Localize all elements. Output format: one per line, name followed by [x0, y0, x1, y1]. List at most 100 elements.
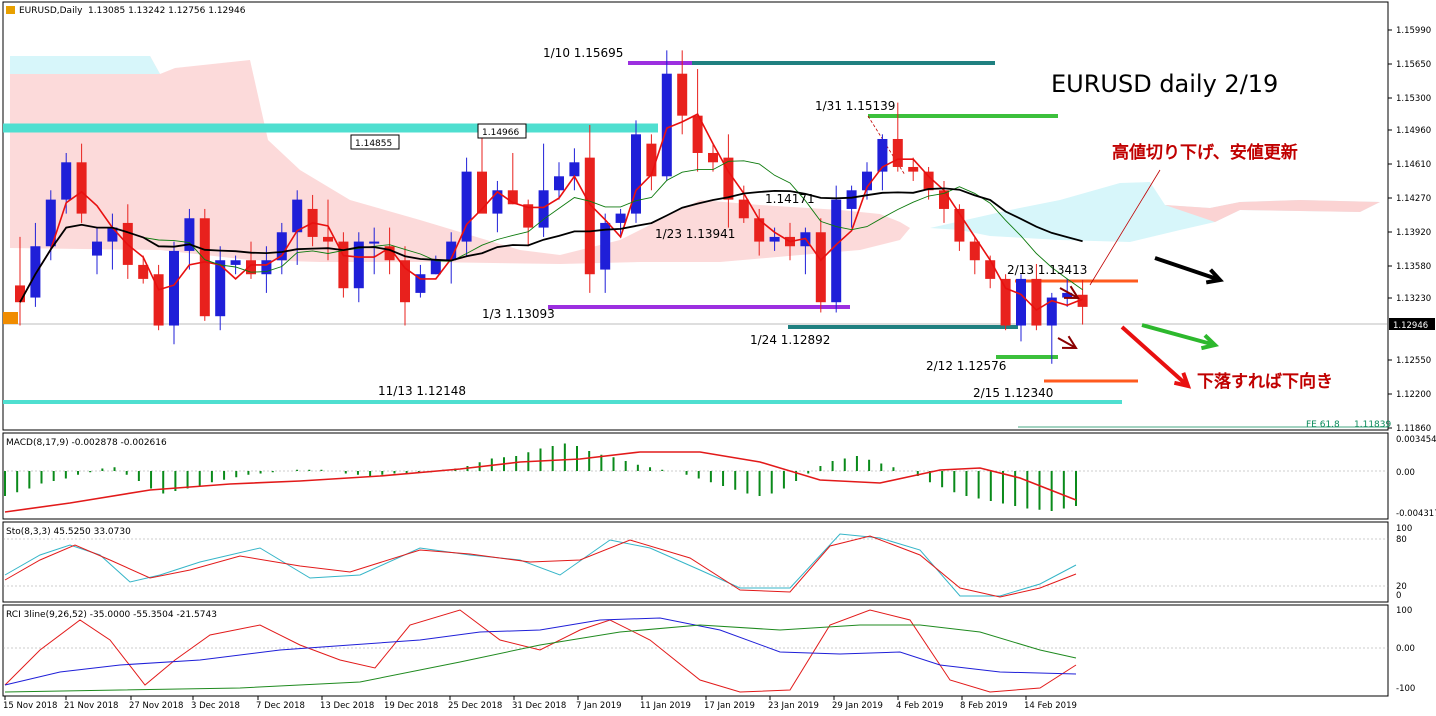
price-tick-label: 1.13920 — [1396, 228, 1431, 238]
date-label: 4 Feb 2019 — [896, 701, 944, 711]
candle-body — [461, 171, 472, 242]
candle-body — [169, 250, 179, 326]
candle-body — [631, 134, 641, 214]
candle-body — [507, 190, 518, 205]
svg-text:1.14855: 1.14855 — [355, 139, 392, 149]
candle-body — [138, 264, 149, 279]
candle-body — [815, 232, 826, 303]
ichimoku-cloud — [10, 56, 1380, 264]
label-jan31: 1/31 1.15139 — [815, 99, 895, 113]
candle-body — [61, 162, 72, 200]
candle-body — [723, 157, 734, 200]
label-feb13: 2/13 1.13413 — [1007, 263, 1087, 277]
price-tick-label: 1.14960 — [1396, 126, 1431, 136]
candle-body — [738, 199, 749, 219]
price-tick-label: 1.14610 — [1396, 160, 1431, 170]
stoch-scale-label: 0 — [1396, 591, 1401, 601]
stoch-k-line — [4, 533, 1077, 597]
candle-body — [199, 218, 210, 317]
candle-body — [292, 199, 303, 233]
rci-panel-frame — [2, 604, 1389, 697]
candle-body — [985, 260, 996, 279]
macd-scale-label: 0.003454 — [1396, 435, 1436, 445]
label-1-14171: 1.14171 — [765, 192, 815, 206]
candle-body — [923, 171, 934, 191]
cloud-bullish-right — [930, 182, 1380, 242]
candle-body — [615, 213, 626, 223]
label-jan10: 1/10 1.15695 — [543, 46, 623, 60]
svg-text:1.12946: 1.12946 — [1393, 321, 1428, 331]
candle-body — [1000, 278, 1011, 326]
label-feb12: 2/12 1.12576 — [926, 359, 1006, 373]
candle-body — [400, 260, 410, 303]
candle-body — [892, 138, 903, 167]
candle-body — [584, 157, 595, 275]
candle-body — [908, 166, 919, 172]
date-label: 14 Feb 2019 — [1024, 701, 1077, 711]
fib-line-2 — [1089, 169, 1161, 286]
candle-body — [569, 162, 580, 177]
candle-body — [523, 204, 534, 228]
macd-label: MACD(8,17,9) -0.002878 -0.002616 — [6, 438, 167, 448]
candle-body — [708, 152, 718, 163]
price-tick-label: 1.13230 — [1396, 294, 1431, 304]
label-feb15: 2/15 1.12340 — [973, 386, 1053, 400]
candle-body — [446, 241, 457, 261]
price-axis: 1.15990 1.15650 1.15300 1.14960 1.14610 1.142… — [1388, 26, 1431, 434]
current-price-tag: 1.12946 — [1389, 318, 1435, 331]
date-label: 27 Nov 2018 — [129, 701, 183, 711]
rci-scale-label: -100 — [1396, 684, 1415, 694]
candle-body — [538, 190, 549, 228]
svg-text:1.14966: 1.14966 — [482, 128, 519, 138]
candle-body — [831, 199, 842, 303]
macd-scale-label: 0.00 — [1396, 468, 1415, 478]
date-label: 23 Jan 2019 — [768, 701, 819, 711]
candle-body — [338, 241, 349, 289]
candle-body — [661, 73, 672, 177]
candle-body — [261, 260, 272, 275]
candle-body — [430, 260, 441, 275]
candle-body — [1016, 278, 1026, 326]
candle-body — [369, 241, 380, 244]
candle-body — [769, 236, 780, 242]
label-jan3: 1/3 1.13093 — [482, 307, 555, 321]
candle-body — [230, 260, 241, 265]
arrow-black — [1154, 256, 1224, 285]
kijun-line — [19, 187, 1083, 303]
date-label: 15 Nov 2018 — [3, 701, 57, 711]
date-label: 17 Jan 2019 — [704, 701, 755, 711]
price-tick-label: 1.15990 — [1396, 26, 1431, 36]
rci-scale-label: 100 — [1396, 606, 1412, 616]
note-downside: 下落すれば下向き — [1197, 371, 1333, 392]
macd-indicator: 0.003454 0.00 -0.004317 — [3, 435, 1436, 519]
price-tick-label: 1.15300 — [1396, 94, 1431, 104]
ohlc-readout: 1.13085 1.13242 1.12756 1.12946 — [88, 6, 246, 16]
cloud-bearish — [10, 56, 910, 264]
date-label: 11 Jan 2019 — [640, 701, 691, 711]
rci-indicator: 100 0.00 -100 — [3, 606, 1415, 694]
rci-scale-label: 0.00 — [1396, 644, 1415, 654]
candle-body — [415, 274, 426, 293]
candle-body — [184, 218, 195, 251]
candle-body — [954, 208, 965, 242]
fib-line — [867, 115, 906, 176]
macd-panel-frame — [2, 432, 1389, 520]
rci-long-line — [4, 624, 1077, 693]
date-axis: 15 Nov 2018 21 Nov 2018 27 Nov 2018 3 Dec 2… — [3, 696, 1077, 711]
candle-body — [76, 162, 87, 214]
candle-body — [107, 227, 118, 242]
label-nov13: 11/13 1.12148 — [378, 384, 466, 398]
macd-signal-line — [4, 451, 1077, 513]
indicator-lines — [19, 113, 1083, 312]
candle-body — [877, 138, 888, 172]
cloud-bullish-left — [10, 56, 160, 74]
price-box-2: 1.14966 — [477, 123, 527, 139]
candle-body — [153, 274, 164, 326]
candle-body — [1062, 292, 1073, 298]
date-label: 19 Dec 2018 — [384, 701, 438, 711]
price-tick-label: 1.12550 — [1396, 356, 1431, 366]
candle-body — [215, 260, 226, 317]
candle-body — [600, 222, 611, 270]
